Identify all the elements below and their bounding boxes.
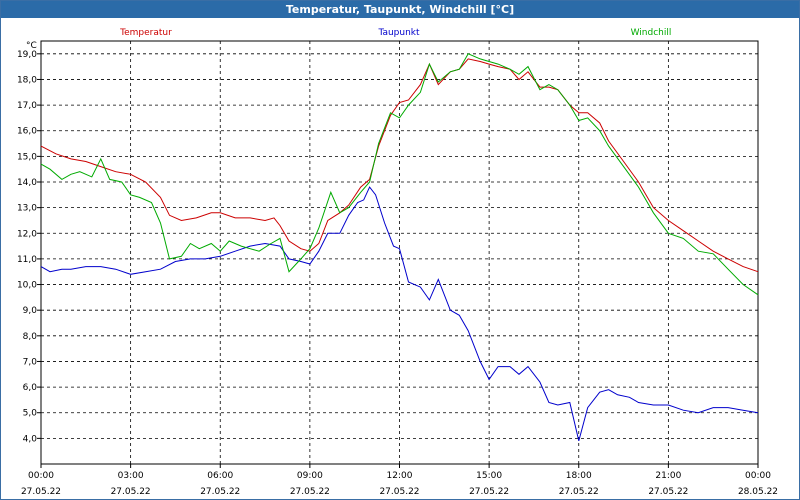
y-tick-label: 9,0 — [23, 306, 38, 316]
legend-taupunkt: Taupunkt — [377, 28, 420, 38]
axes — [37, 40, 759, 468]
legend-temperatur: Temperatur — [119, 28, 172, 38]
plot-area-border — [40, 40, 759, 465]
y-tick-label: 4,0 — [23, 434, 38, 444]
grid — [41, 41, 758, 464]
y-tick-label: 18,0 — [17, 75, 37, 85]
y-tick-label: 12,0 — [17, 229, 37, 239]
y-tick-label: 19,0 — [17, 50, 37, 60]
y-tick-label: 10,0 — [17, 281, 37, 291]
x-tick-date: 28.05.22 — [738, 487, 778, 497]
x-tick-time: 15:00 — [476, 471, 502, 481]
x-tick-time: 09:00 — [297, 471, 323, 481]
x-tick-date: 27.05.22 — [111, 487, 151, 497]
series-line-taupunkt — [40, 186, 759, 442]
y-tick-labels: 4,0 5,0 6,0 7,0 8,0 9,0 10,0 11,0 12,0 13,0 14,0 15… — [17, 50, 37, 445]
y-unit-label: °C — [26, 41, 37, 51]
series-line-windchill — [40, 53, 759, 296]
y-tick-label: 14,0 — [17, 178, 37, 188]
x-tick-date: 27.05.22 — [200, 487, 240, 497]
x-tick-time: 12:00 — [387, 471, 413, 481]
x-tick-time: 18:00 — [566, 471, 592, 481]
y-tick-label: 17,0 — [17, 101, 37, 111]
y-tick-label: 11,0 — [17, 255, 37, 265]
x-tick-date: 27.05.22 — [379, 487, 419, 497]
y-tick-label: 13,0 — [17, 204, 37, 214]
x-tick-date: 27.05.22 — [21, 487, 61, 497]
x-tick-date: 27.05.22 — [290, 487, 330, 497]
x-tick-labels: 00:00 27.05.22 03:00 27.05.22 06:00 27.05.22 0… — [21, 471, 778, 497]
y-tick-label: 7,0 — [23, 357, 38, 367]
x-tick-time: 06:00 — [207, 471, 233, 481]
y-tick-label: 5,0 — [23, 409, 38, 419]
y-tick-label: 16,0 — [17, 127, 37, 137]
series-line-temperatur — [40, 58, 759, 273]
y-tick-label: 15,0 — [17, 152, 37, 162]
legend-windchill: Windchill — [631, 28, 672, 38]
x-tick-time: 03:00 — [118, 471, 144, 481]
y-tick-label: 6,0 — [23, 383, 38, 393]
x-tick-time: 00:00 — [745, 471, 771, 481]
x-tick-date: 27.05.22 — [559, 487, 599, 497]
x-tick-time: 21:00 — [655, 471, 681, 481]
legend: Temperatur Taupunkt Windchill — [119, 28, 671, 38]
y-tick-label: 8,0 — [23, 332, 38, 342]
x-tick-time: 00:00 — [28, 471, 54, 481]
chart-title: Temperatur, Taupunkt, Windchill [°C] — [1, 1, 799, 18]
series-lines — [40, 53, 759, 442]
x-tick-date: 27.05.22 — [648, 487, 688, 497]
x-tick-date: 27.05.22 — [469, 487, 509, 497]
